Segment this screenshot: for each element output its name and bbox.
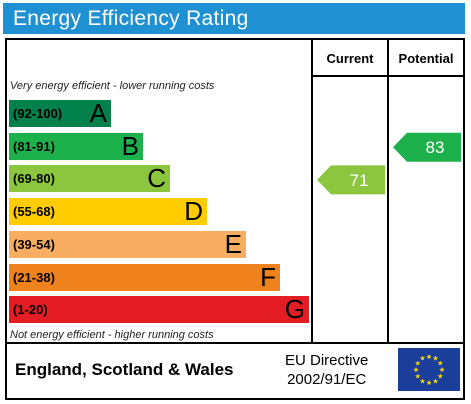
band-letter-g: G [284,294,305,325]
band-d: (55-68) D [9,196,207,227]
eu-star: ★ [415,360,421,368]
band-letter-c: C [147,163,166,194]
band-letter-f: F [260,261,276,292]
band-letter-d: D [184,196,203,227]
band-f: (21-38) F [9,261,280,292]
rating-frame: Current Potential Very energy efficient … [5,38,465,400]
eu-directive: EU Directive 2002/91/EC [285,351,368,389]
chart-title: Energy Efficiency Rating [13,7,249,30]
title-bar: Energy Efficiency Rating [3,3,465,34]
directive-line2: 2002/91/EC [287,371,367,388]
eu-flag-icon: ★ ★★★★★★★★★★★ [398,348,460,391]
eu-star: ★ [415,373,421,381]
band-range-g: (1-20) [13,302,48,318]
band-range-f: (21-38) [13,269,55,285]
band-letter-e: E [224,228,242,259]
band-c: (69-80) C [9,163,170,194]
band-range-e: (39-54) [13,236,55,252]
bottom-note: Not energy efficient - higher running co… [10,329,214,341]
eu-star: ★ [419,377,425,385]
potential-rating-arrow: 83 [393,132,461,162]
divider-current [311,40,313,342]
rating-arrows: 71 83 [317,132,461,195]
band-letter-a: A [89,98,107,128]
footer-rule [7,342,463,344]
eu-star: ★ [419,355,425,363]
eu-star: ★ [439,366,445,374]
potential-rating-arrow-value: 83 [426,138,445,157]
region-label: England, Scotland & Wales [15,360,234,379]
directive-line1: EU Directive [285,352,369,369]
potential-rating-arrow-shape [393,132,461,162]
divider-potential [387,40,389,342]
eu-star: ★ [413,366,419,374]
eu-star: ★ [437,373,443,381]
current-rating-arrow-shape [317,165,385,195]
eu-star: ★ [426,353,432,361]
band-e: (39-54) E [9,228,246,259]
band-letter-b: B [121,130,139,161]
header-rule [311,75,463,77]
top-note: Very energy efficient - lower running co… [10,80,215,92]
current-rating-arrow-value: 71 [350,171,369,190]
eu-star: ★ [437,360,443,368]
potential-column-header: Potential [398,50,454,66]
band-range-a: (92-100) [13,106,63,121]
current-rating-arrow: 71 [317,165,385,195]
band-range-b: (81-91) [13,138,55,154]
band-b: (81-91) B [9,130,143,161]
current-column-header: Current [326,50,374,66]
band-a: (92-100) A [9,100,111,127]
band-range-c: (69-80) [13,171,55,187]
band-range-d: (55-68) [13,204,55,220]
eu-star: ★ [432,355,438,363]
eu-star: ★ [426,379,432,387]
band-g: (1-20) G [9,294,309,325]
eu-star: ★ [432,377,438,385]
